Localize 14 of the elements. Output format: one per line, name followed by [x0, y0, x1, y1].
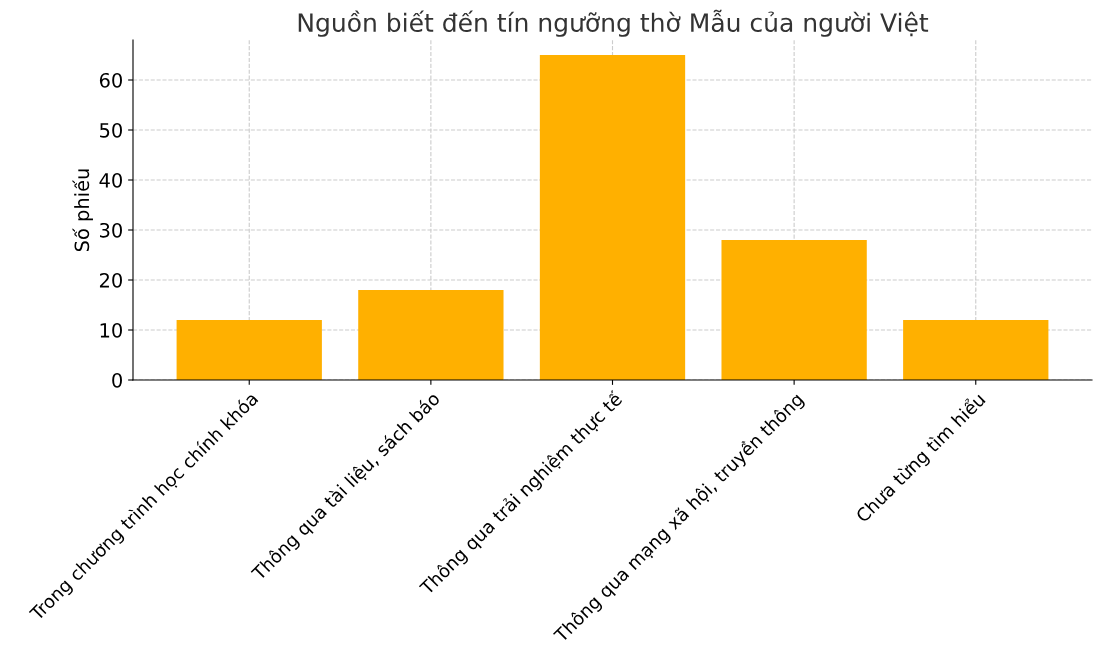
y-tick-label: 10: [100, 322, 122, 338]
y-tick-label: 60: [99, 72, 122, 88]
bar: [539, 55, 686, 380]
y-tick-label: 50: [100, 122, 122, 138]
bar: [721, 240, 867, 380]
y-tick-label: 20: [99, 272, 122, 288]
y-axis-title: Số phiếu: [72, 169, 93, 252]
bar: [903, 320, 1049, 380]
bar: [176, 320, 322, 380]
y-tick-label: 30: [100, 222, 122, 238]
chart-title: Nguồn biết đến tín ngưỡng thờ Mẫu của người Việt: [298, 9, 929, 37]
y-tick-label: 40: [99, 172, 122, 188]
bar: [358, 290, 504, 380]
y-tick-label: 0: [112, 372, 122, 388]
